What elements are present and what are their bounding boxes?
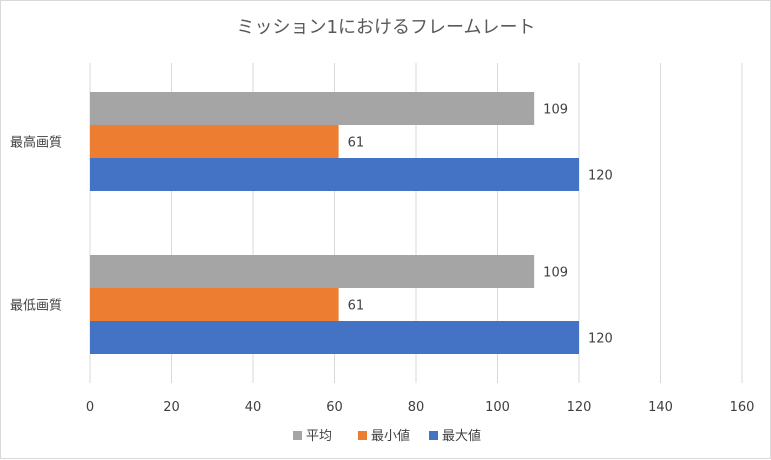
data-label: 109 <box>543 103 568 118</box>
category-label: 最低画質 <box>10 299 62 314</box>
bar <box>90 125 339 158</box>
data-labels: 109 61 120 109 61 120 <box>348 103 613 347</box>
category-label: 最高画質 <box>10 135 62 151</box>
chart-title: ミッション1におけるフレームレート <box>237 17 536 38</box>
legend-swatch <box>358 431 367 440</box>
bar <box>90 255 535 288</box>
legend-swatch <box>293 431 302 440</box>
data-label: 61 <box>348 299 365 314</box>
bar <box>90 321 579 354</box>
bar <box>90 92 535 125</box>
x-tick-label: 80 <box>408 400 425 415</box>
data-label: 120 <box>588 169 613 184</box>
data-label: 61 <box>348 136 365 151</box>
legend-label: 最大値 <box>442 428 481 444</box>
x-tick-label: 120 <box>567 400 592 415</box>
data-label: 109 <box>543 266 568 281</box>
x-tick-label: 20 <box>163 400 180 415</box>
bars <box>90 92 579 354</box>
x-tick-label: 100 <box>485 400 510 415</box>
x-tick-label: 140 <box>648 400 673 415</box>
x-tick-label: 0 <box>86 400 94 415</box>
x-tick-label: 60 <box>326 400 343 415</box>
x-tick-label: 160 <box>730 400 755 415</box>
bar <box>90 288 339 321</box>
legend-label: 平均 <box>306 429 332 444</box>
legend-label: 最小値 <box>371 428 410 444</box>
x-axis-ticks: 0 20 40 60 80 100 120 140 160 <box>86 400 755 415</box>
bar <box>90 158 579 191</box>
legend: 平均 最小値 最大値 <box>293 428 481 444</box>
legend-swatch <box>429 431 438 440</box>
x-tick-label: 40 <box>245 400 262 415</box>
data-label: 120 <box>588 332 613 347</box>
